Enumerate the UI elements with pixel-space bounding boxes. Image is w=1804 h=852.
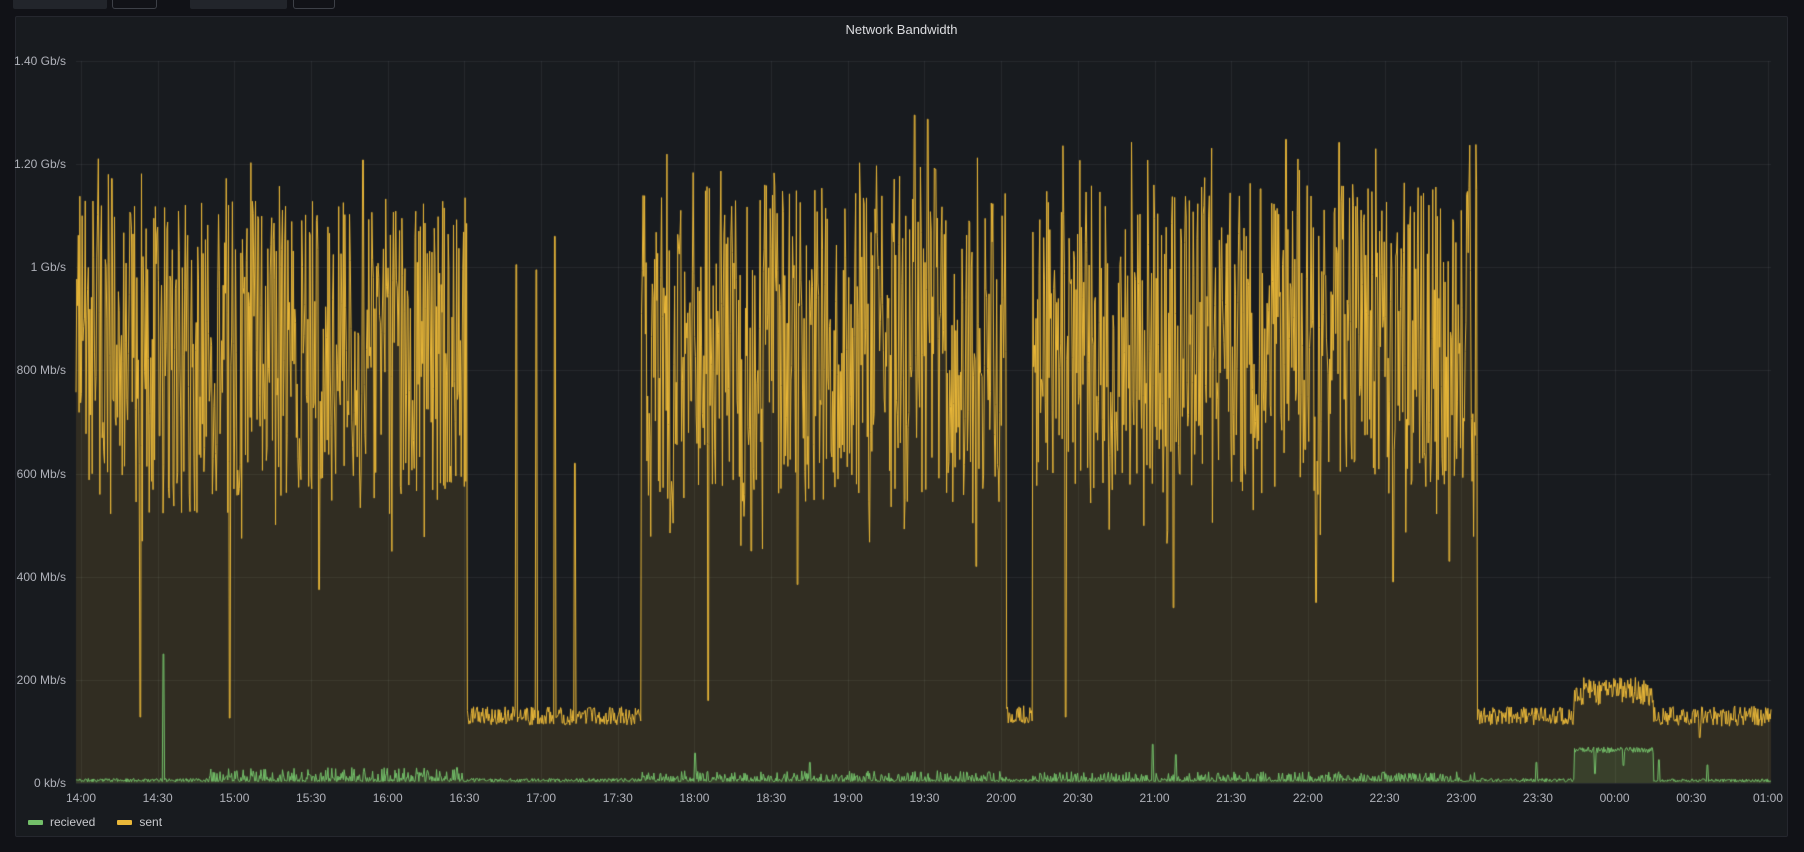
- timeseries-plot-area[interactable]: [0, 0, 1804, 852]
- x-axis-tick-label: 16:00: [356, 791, 420, 805]
- grafana-dashboard-view: Network Bandwidth 0 kb/s200 Mb/s400 Mb/s…: [0, 0, 1804, 852]
- legend-item-sent[interactable]: sent: [117, 815, 162, 829]
- x-axis-tick-label: 23:00: [1429, 791, 1493, 805]
- y-axis-tick-label: 400 Mb/s: [0, 570, 66, 584]
- y-axis-tick-label: 1.20 Gb/s: [0, 157, 66, 171]
- x-axis-tick-label: 22:00: [1276, 791, 1340, 805]
- y-axis-tick-label: 200 Mb/s: [0, 673, 66, 687]
- x-axis-tick-label: 00:30: [1659, 791, 1723, 805]
- y-axis-tick-label: 1.40 Gb/s: [0, 54, 66, 68]
- x-axis-tick-label: 20:00: [969, 791, 1033, 805]
- x-axis-tick-label: 15:30: [279, 791, 343, 805]
- legend: recieved sent: [28, 815, 162, 829]
- x-axis-tick-label: 17:30: [586, 791, 650, 805]
- x-axis-tick-label: 22:30: [1353, 791, 1417, 805]
- x-axis-tick-label: 23:30: [1506, 791, 1570, 805]
- x-axis-tick-label: 01:00: [1736, 791, 1800, 805]
- y-axis-tick-label: 1 Gb/s: [0, 260, 66, 274]
- x-axis-tick-label: 21:00: [1123, 791, 1187, 805]
- legend-label-received: recieved: [50, 815, 95, 829]
- x-axis-tick-label: 17:00: [509, 791, 573, 805]
- y-axis-tick-label: 0 kb/s: [0, 776, 66, 790]
- x-axis-tick-label: 16:30: [432, 791, 496, 805]
- x-axis-tick-label: 14:00: [49, 791, 113, 805]
- x-axis-tick-label: 14:30: [126, 791, 190, 805]
- legend-label-sent: sent: [139, 815, 162, 829]
- x-axis-tick-label: 21:30: [1199, 791, 1263, 805]
- legend-item-received[interactable]: recieved: [28, 815, 95, 829]
- series-swatch-sent-icon: [117, 820, 132, 825]
- x-axis-tick-label: 20:30: [1046, 791, 1110, 805]
- x-axis-tick-label: 15:00: [202, 791, 266, 805]
- x-axis-tick-label: 18:30: [739, 791, 803, 805]
- x-axis-tick-label: 19:30: [892, 791, 956, 805]
- x-axis-tick-label: 00:00: [1583, 791, 1647, 805]
- x-axis-tick-label: 19:00: [816, 791, 880, 805]
- y-axis-tick-label: 800 Mb/s: [0, 363, 66, 377]
- y-axis-tick-label: 600 Mb/s: [0, 467, 66, 481]
- series-swatch-received-icon: [28, 820, 43, 825]
- x-axis-tick-label: 18:00: [662, 791, 726, 805]
